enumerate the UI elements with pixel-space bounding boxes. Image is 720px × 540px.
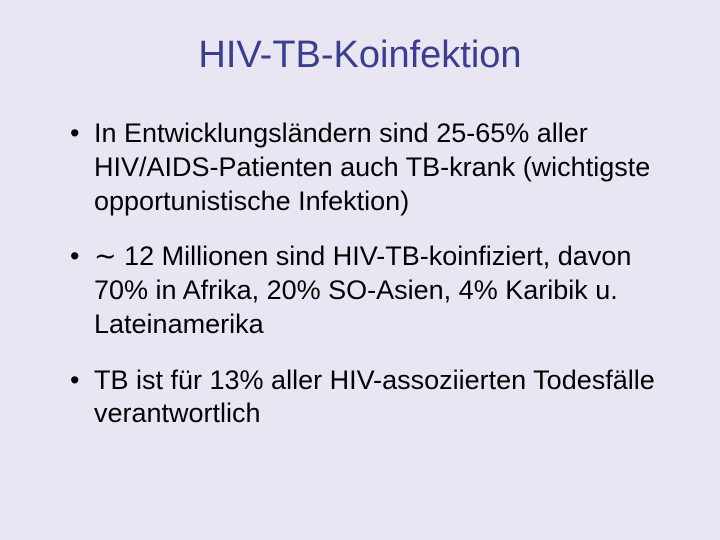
list-item: ∼ 12 Millionen sind HIV-TB-koinfiziert, … (70, 240, 670, 341)
list-item: In Entwicklungsländern sind 25-65% aller… (70, 117, 670, 218)
slide: HIV-TB-Koinfektion In Entwicklungsländer… (0, 0, 720, 540)
list-item: TB ist für 13% aller HIV-assoziierten To… (70, 364, 670, 432)
slide-title: HIV-TB-Koinfektion (50, 34, 670, 77)
bullet-list: In Entwicklungsländern sind 25-65% aller… (50, 117, 670, 431)
